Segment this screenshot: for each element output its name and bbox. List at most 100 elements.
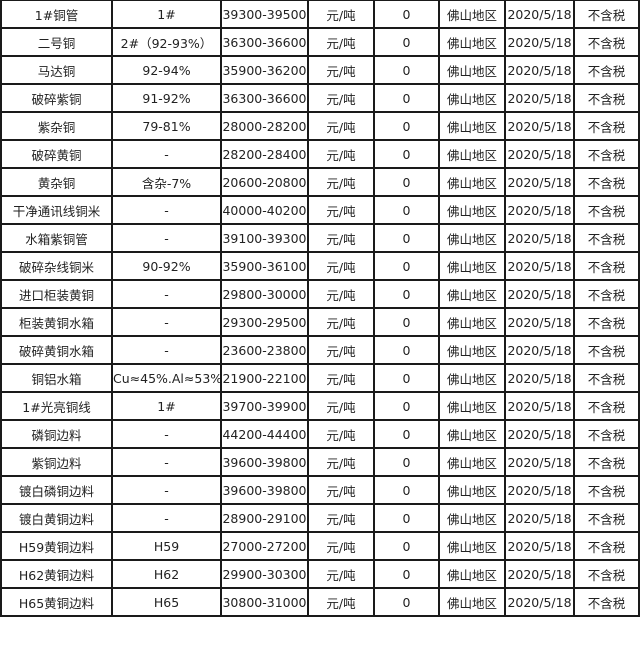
- specification-cell: Cu≈45%.Al≈53%: [111, 363, 222, 393]
- price-range-cell: 28200-28400: [220, 139, 309, 169]
- region-cell: 佛山地区: [438, 363, 506, 393]
- tax-status-cell: 不含税: [573, 111, 640, 141]
- price-range-cell: 29300-29500: [220, 307, 309, 337]
- unit-cell: 元/吨: [307, 27, 375, 57]
- region-cell: 佛山地区: [438, 27, 506, 57]
- price-change-cell: 0: [373, 139, 440, 169]
- price-change-cell: 0: [373, 167, 440, 197]
- tax-status-cell: 不含税: [573, 531, 640, 561]
- specification-cell: 2#（92-93%）: [111, 27, 222, 57]
- price-range-cell: 28000-28200: [220, 111, 309, 141]
- price-range-cell: 39600-39800: [220, 447, 309, 477]
- unit-cell: 元/吨: [307, 83, 375, 113]
- price-range-cell: 30800-31000: [220, 587, 309, 617]
- tax-status-cell: 不含税: [573, 307, 640, 337]
- unit-cell: 元/吨: [307, 0, 375, 29]
- tax-status-cell: 不含税: [573, 363, 640, 393]
- price-change-cell: 0: [373, 111, 440, 141]
- material-name-cell: 1#铜管: [0, 0, 113, 29]
- unit-cell: 元/吨: [307, 531, 375, 561]
- table-row: 紫杂铜 79-81% 28000-28200 元/吨 0 佛山地区 2020/5/18 不含税: [0, 111, 640, 141]
- specification-cell: 含杂-7%: [111, 167, 222, 197]
- tax-status-cell: 不含税: [573, 503, 640, 533]
- price-change-cell: 0: [373, 419, 440, 449]
- unit-cell: 元/吨: [307, 139, 375, 169]
- table-row: 紫铜边料 -39600-39800 元/吨 0 佛山地区 2020/5/18 不含税: [0, 447, 640, 477]
- specification-cell: H59: [111, 531, 222, 561]
- material-name-cell: H62黄铜边料: [0, 559, 113, 589]
- specification-cell: -: [111, 419, 222, 449]
- price-range-cell: 39600-39800: [220, 475, 309, 505]
- region-cell: 佛山地区: [438, 503, 506, 533]
- date-cell: 2020/5/18: [504, 223, 575, 253]
- specification-cell: -: [111, 139, 222, 169]
- region-cell: 佛山地区: [438, 447, 506, 477]
- specification-cell: -: [111, 307, 222, 337]
- table-row: 破碎杂线铜米 90-92% 35900-36100 元/吨 0 佛山地区 2020/5/18…: [0, 251, 640, 281]
- date-cell: 2020/5/18: [504, 55, 575, 85]
- specification-cell: -: [111, 223, 222, 253]
- table-row: H62黄铜边料 H62 29900-30300 元/吨 0 佛山地区 2020/5/18 不含…: [0, 559, 640, 589]
- unit-cell: 元/吨: [307, 279, 375, 309]
- date-cell: 2020/5/18: [504, 251, 575, 281]
- price-range-cell: 28900-29100: [220, 503, 309, 533]
- specification-cell: 1#: [111, 391, 222, 421]
- tax-status-cell: 不含税: [573, 195, 640, 225]
- date-cell: 2020/5/18: [504, 111, 575, 141]
- specification-cell: 92-94%: [111, 55, 222, 85]
- table-row: 镀白磷铜边料 -39600-39800 元/吨 0 佛山地区 2020/5/18 不含税: [0, 475, 640, 505]
- price-change-cell: 0: [373, 559, 440, 589]
- material-name-cell: H59黄铜边料: [0, 531, 113, 561]
- region-cell: 佛山地区: [438, 279, 506, 309]
- table-row: 马达铜 92-94% 35900-36200 元/吨 0 佛山地区 2020/5/18 不含税: [0, 55, 640, 85]
- date-cell: 2020/5/18: [504, 363, 575, 393]
- material-name-cell: 马达铜: [0, 55, 113, 85]
- table-row: 破碎紫铜 91-92% 36300-36600 元/吨 0 佛山地区 2020/5/18 不含…: [0, 83, 640, 113]
- material-name-cell: 进口柜装黄铜: [0, 279, 113, 309]
- price-range-cell: 44200-44400: [220, 419, 309, 449]
- price-change-cell: 0: [373, 531, 440, 561]
- tax-status-cell: 不含税: [573, 447, 640, 477]
- price-range-cell: 23600-23800: [220, 335, 309, 365]
- specification-cell: 90-92%: [111, 251, 222, 281]
- unit-cell: 元/吨: [307, 475, 375, 505]
- region-cell: 佛山地区: [438, 307, 506, 337]
- specification-cell: -: [111, 475, 222, 505]
- region-cell: 佛山地区: [438, 55, 506, 85]
- unit-cell: 元/吨: [307, 587, 375, 617]
- price-change-cell: 0: [373, 503, 440, 533]
- table-row: 1#光亮铜线 1# 39700-39900 元/吨 0 佛山地区 2020/5/18 不含税: [0, 391, 640, 421]
- specification-cell: -: [111, 335, 222, 365]
- material-name-cell: 破碎黄铜: [0, 139, 113, 169]
- price-change-cell: 0: [373, 195, 440, 225]
- tax-status-cell: 不含税: [573, 139, 640, 169]
- price-change-cell: 0: [373, 55, 440, 85]
- date-cell: 2020/5/18: [504, 195, 575, 225]
- date-cell: 2020/5/18: [504, 335, 575, 365]
- region-cell: 佛山地区: [438, 195, 506, 225]
- specification-cell: 91-92%: [111, 83, 222, 113]
- price-change-cell: 0: [373, 27, 440, 57]
- table-row: 水箱紫铜管 -39100-39300 元/吨 0 佛山地区 2020/5/18 不含税: [0, 223, 640, 253]
- table-row: 铜铝水箱 Cu≈45%.Al≈53% 21900-22100 元/吨 0 佛山地区 2020…: [0, 363, 640, 393]
- price-range-cell: 35900-36100: [220, 251, 309, 281]
- price-range-cell: 39100-39300: [220, 223, 309, 253]
- material-name-cell: 破碎黄铜水箱: [0, 335, 113, 365]
- tax-status-cell: 不含税: [573, 223, 640, 253]
- unit-cell: 元/吨: [307, 559, 375, 589]
- region-cell: 佛山地区: [438, 475, 506, 505]
- region-cell: 佛山地区: [438, 0, 506, 29]
- date-cell: 2020/5/18: [504, 419, 575, 449]
- tax-status-cell: 不含税: [573, 251, 640, 281]
- tax-status-cell: 不含税: [573, 27, 640, 57]
- specification-cell: -: [111, 279, 222, 309]
- price-change-cell: 0: [373, 0, 440, 29]
- date-cell: 2020/5/18: [504, 279, 575, 309]
- price-change-cell: 0: [373, 363, 440, 393]
- price-range-cell: 29800-30000: [220, 279, 309, 309]
- unit-cell: 元/吨: [307, 55, 375, 85]
- region-cell: 佛山地区: [438, 139, 506, 169]
- date-cell: 2020/5/18: [504, 83, 575, 113]
- table-row: 1#铜管 1# 39300-39500 元/吨 0 佛山地区 2020/5/18 不含税: [0, 0, 640, 29]
- specification-cell: H65: [111, 587, 222, 617]
